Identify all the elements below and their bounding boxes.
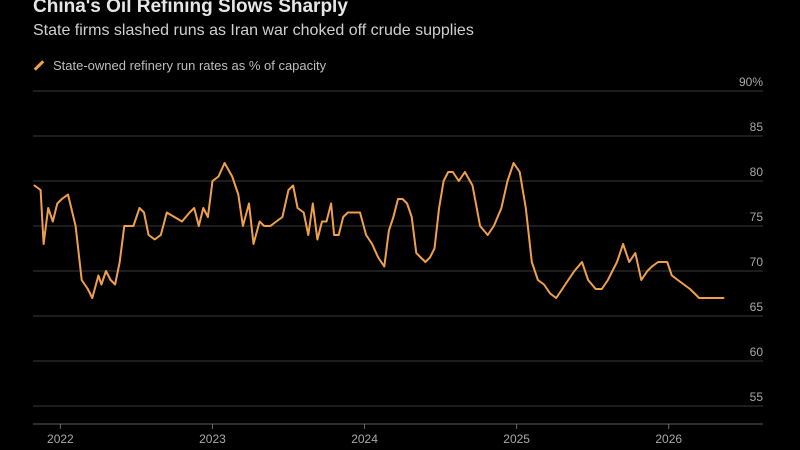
y-tick-label: 70	[750, 255, 764, 269]
x-tick-label: 2025	[503, 432, 530, 446]
y-tick-label: 85	[750, 120, 764, 134]
y-tick-label: 80	[750, 165, 764, 179]
x-tick-label: 2024	[351, 432, 378, 446]
series-line	[33, 162, 725, 299]
legend: State-owned refinery run rates as % of c…	[33, 58, 326, 73]
chart-title: China's Oil Refining Slows Sharply	[33, 0, 348, 17]
y-tick-label: 65	[750, 300, 764, 314]
y-tick-label: 60	[750, 345, 764, 359]
x-tick-label: 2022	[47, 432, 74, 446]
y-tick-label: 90%	[739, 75, 763, 89]
chart-subtitle: State firms slashed runs as Iran war cho…	[33, 22, 474, 39]
y-tick-label: 75	[750, 210, 764, 224]
x-tick-label: 2026	[655, 432, 682, 446]
legend-label: State-owned refinery run rates as % of c…	[53, 58, 327, 73]
x-tick-label: 2023	[199, 432, 226, 446]
y-tick-label: 55	[750, 390, 764, 404]
